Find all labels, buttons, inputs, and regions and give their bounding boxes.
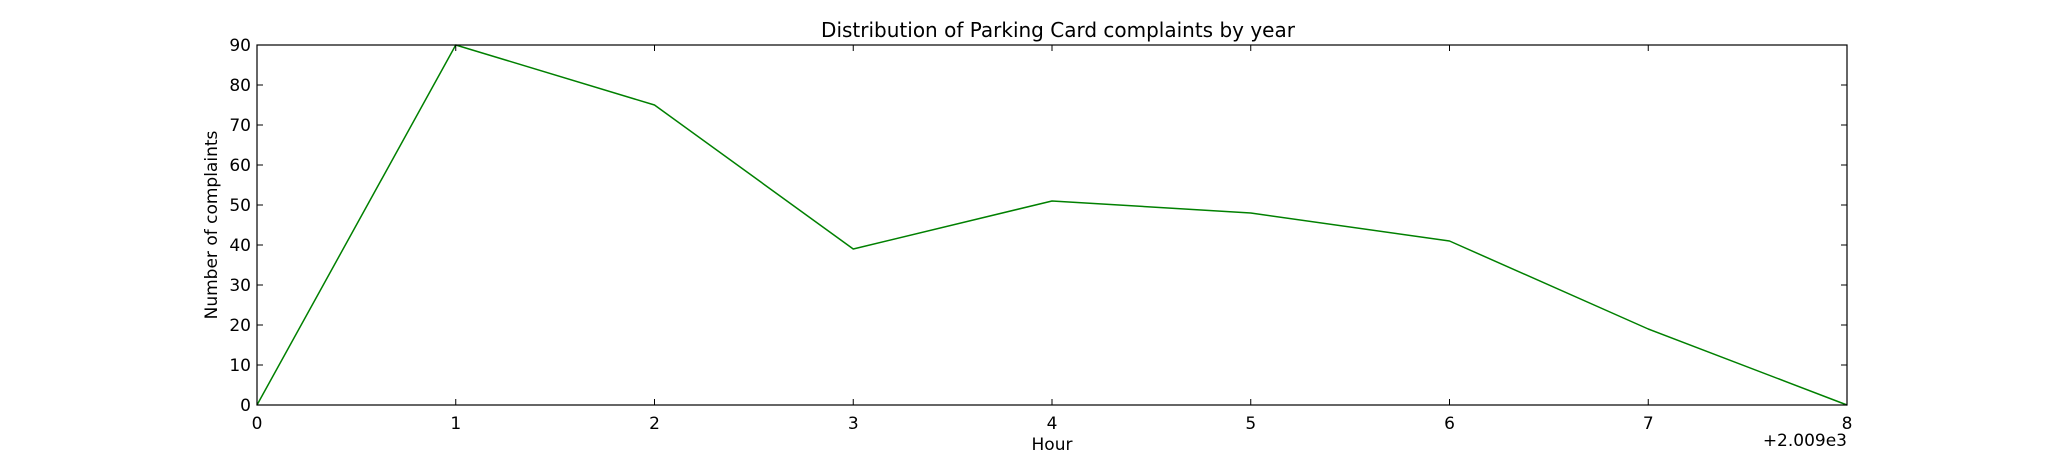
x-tick-label: 7: [1643, 414, 1654, 434]
y-tick-label: 30: [229, 276, 251, 296]
series-line: [256, 44, 1848, 406]
y-tick-label: 50: [229, 196, 251, 216]
y-axis-title: Number of complaints: [202, 130, 222, 319]
y-tick-label: 70: [229, 116, 251, 136]
x-axis-title: Hour: [1032, 435, 1073, 450]
x-tick-label: 1: [450, 414, 461, 434]
x-tick-label: 3: [848, 414, 859, 434]
x-offset-label: +2.009e3: [1763, 431, 1847, 450]
x-tick-label: 2: [649, 414, 660, 434]
y-tick-label: 10: [229, 356, 251, 376]
y-tick-label: 0: [240, 396, 251, 416]
y-tick-label: 80: [229, 76, 251, 96]
y-tick-label: 40: [229, 236, 251, 256]
x-tick-label: 5: [1245, 414, 1256, 434]
x-tick-label: 8: [1842, 414, 1853, 434]
series-layer: [256, 44, 1848, 406]
x-tick-label: 0: [252, 414, 263, 434]
y-tick-label: 60: [229, 156, 251, 176]
x-tick-label: 4: [1047, 414, 1058, 434]
y-tick-label: 90: [229, 36, 251, 56]
x-tick-label: 6: [1444, 414, 1455, 434]
plot-frame: [256, 44, 1848, 406]
y-tick-label: 20: [229, 316, 251, 336]
chart-title: Distribution of Parking Card complaints …: [821, 18, 1296, 42]
